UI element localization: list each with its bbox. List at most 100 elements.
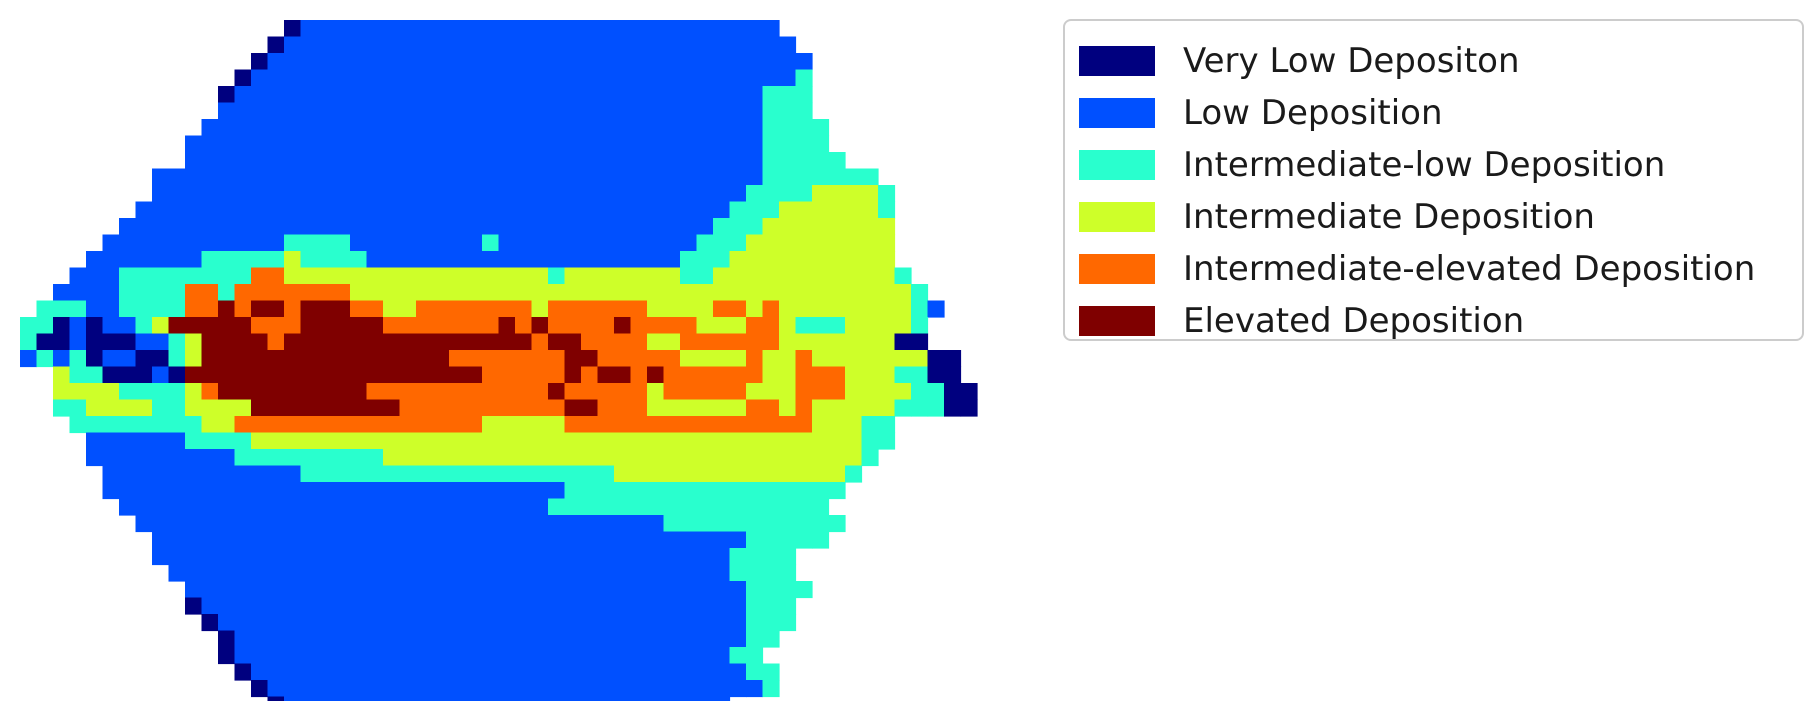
- cell-intermediate-elevated: [746, 416, 764, 434]
- cell-intermediate-low: [218, 267, 236, 285]
- cell-low: [317, 152, 335, 170]
- cell-low: [185, 581, 203, 599]
- cell-intermediate-low: [762, 498, 780, 516]
- cell-intermediate-low: [812, 135, 830, 153]
- cell-low: [515, 185, 533, 203]
- cell-low: [416, 251, 434, 269]
- cell-low: [597, 20, 615, 38]
- cell-low: [416, 696, 434, 701]
- cell-elevated: [449, 366, 467, 384]
- cell-low: [663, 218, 681, 236]
- cell-very-low: [218, 86, 236, 104]
- cell-low: [251, 218, 269, 236]
- cell-low: [482, 680, 500, 698]
- cell-intermediate-low: [680, 498, 698, 516]
- cell-intermediate: [515, 449, 533, 467]
- cell-intermediate: [416, 432, 434, 450]
- cell-low: [432, 102, 450, 120]
- cell-low: [614, 102, 632, 120]
- cell-low: [300, 581, 318, 599]
- cell-low: [515, 69, 533, 87]
- cell-low: [564, 135, 582, 153]
- cell-elevated: [267, 350, 285, 368]
- cell-low: [465, 515, 483, 533]
- cell-low: [515, 152, 533, 170]
- cell-intermediate-low: [234, 267, 252, 285]
- cell-low: [630, 102, 648, 120]
- cell-low: [152, 185, 170, 203]
- cell-low: [564, 515, 582, 533]
- cell-low: [366, 548, 384, 566]
- cell-intermediate: [713, 284, 731, 302]
- cell-intermediate-low: [746, 647, 764, 665]
- cell-low: [515, 663, 533, 681]
- cell-low: [597, 548, 615, 566]
- cell-low: [630, 597, 648, 615]
- cell-low: [218, 498, 236, 516]
- cell-intermediate: [812, 399, 830, 417]
- cell-low: [482, 548, 500, 566]
- cell-intermediate: [399, 267, 417, 285]
- cell-intermediate-low: [828, 152, 846, 170]
- cell-low: [614, 119, 632, 137]
- cell-low: [366, 69, 384, 87]
- cell-intermediate: [762, 284, 780, 302]
- cell-low: [416, 234, 434, 252]
- cell-intermediate-low: [795, 69, 813, 87]
- cell-low: [597, 185, 615, 203]
- cell-intermediate-elevated: [399, 317, 417, 335]
- cell-intermediate: [531, 300, 549, 318]
- cell-low: [465, 647, 483, 665]
- cell-intermediate-elevated: [729, 416, 747, 434]
- cell-intermediate-low: [432, 465, 450, 483]
- cell-low: [135, 432, 153, 450]
- cell-low: [647, 135, 665, 153]
- cell-elevated: [234, 366, 252, 384]
- cell-low: [630, 581, 648, 599]
- cell-intermediate-elevated: [284, 284, 302, 302]
- cell-low: [498, 647, 516, 665]
- cell-low: [366, 482, 384, 500]
- cell-low: [119, 317, 137, 335]
- cell-intermediate-low: [185, 267, 203, 285]
- cell-low: [350, 630, 368, 648]
- legend-swatch: [1079, 46, 1155, 76]
- cell-intermediate: [482, 432, 500, 450]
- cell-low: [696, 135, 714, 153]
- cell-intermediate-elevated: [779, 416, 797, 434]
- cell-elevated: [234, 383, 252, 401]
- cell-low: [284, 36, 302, 54]
- cell-very-low: [911, 333, 929, 351]
- cell-low: [432, 69, 450, 87]
- cell-intermediate: [861, 350, 879, 368]
- cell-intermediate-elevated: [597, 333, 615, 351]
- cell-very-low: [284, 20, 302, 38]
- cell-intermediate-elevated: [515, 317, 533, 335]
- cell-low: [729, 135, 747, 153]
- cell-low: [333, 168, 351, 186]
- cell-low: [201, 597, 219, 615]
- cell-intermediate: [861, 300, 879, 318]
- cell-intermediate-low: [812, 498, 830, 516]
- cell-intermediate: [729, 432, 747, 450]
- cell-intermediate-low: [168, 284, 186, 302]
- cell-low: [498, 597, 516, 615]
- cell-low: [350, 119, 368, 137]
- cell-low: [366, 234, 384, 252]
- cell-elevated: [333, 383, 351, 401]
- cell-intermediate: [878, 218, 896, 236]
- cell-low: [515, 696, 533, 701]
- cell-intermediate-low: [300, 251, 318, 269]
- cell-low: [201, 168, 219, 186]
- cell-low: [449, 680, 467, 698]
- cell-intermediate: [185, 399, 203, 417]
- cell-intermediate: [680, 350, 698, 368]
- cell-very-low: [927, 366, 945, 384]
- cell-intermediate-elevated: [647, 350, 665, 368]
- cell-intermediate-low: [86, 366, 104, 384]
- cell-low: [515, 201, 533, 219]
- cell-elevated: [498, 333, 516, 351]
- cell-intermediate: [53, 383, 71, 401]
- cell-intermediate: [845, 317, 863, 335]
- cell-intermediate-elevated: [498, 399, 516, 417]
